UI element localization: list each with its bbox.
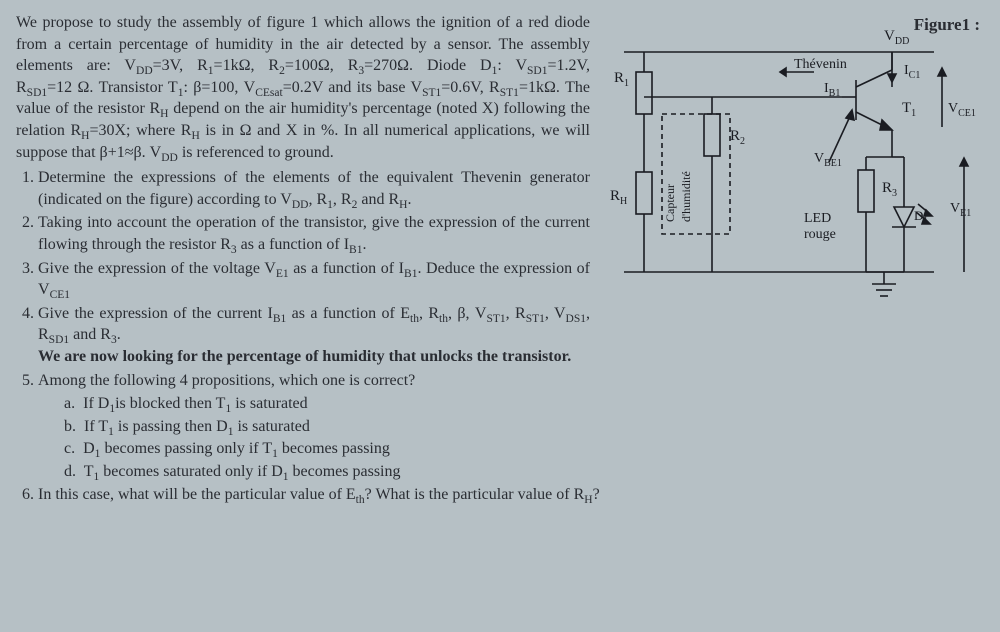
q5-c: c. D1 becomes passing only if T1 becomes… xyxy=(64,438,984,460)
figure-title: Figure1 : xyxy=(914,14,980,37)
svg-text:d'humidité: d'humidité xyxy=(679,171,693,222)
svg-text:VDD: VDD xyxy=(884,28,909,47)
svg-text:IC1: IC1 xyxy=(904,63,920,81)
q5-a: a. If D1is blocked then T1 is saturated xyxy=(64,393,984,415)
q5-options: a. If D1is blocked then T1 is saturated … xyxy=(64,393,984,482)
svg-text:T1: T1 xyxy=(902,100,916,119)
page: Figure1 : VDD R1 R2 xyxy=(16,12,984,506)
svg-text:VE1: VE1 xyxy=(950,201,971,219)
svg-text:Capteur: Capteur xyxy=(663,184,677,222)
q5-b: b. If T1 is passing then D1 is saturated xyxy=(64,416,984,438)
svg-text:RH: RH xyxy=(610,188,627,207)
svg-text:R2: R2 xyxy=(730,128,745,147)
svg-text:VCE1: VCE1 xyxy=(948,101,976,119)
figure1-container: Figure1 : VDD R1 R2 xyxy=(604,12,984,319)
q5-d: d. T1 becomes saturated only if D1 becom… xyxy=(64,461,984,483)
svg-text:Thévenin: Thévenin xyxy=(794,57,847,72)
svg-text:rouge: rouge xyxy=(804,227,836,242)
svg-text:R1: R1 xyxy=(614,70,629,89)
pref-b: b. xyxy=(64,418,76,435)
pref-a: a. xyxy=(64,395,75,412)
circuit-svg: VDD R1 R2 Thévenin IB1 xyxy=(604,12,984,312)
pref-d: d. xyxy=(64,463,76,480)
question-6: In this case, what will be the particula… xyxy=(38,484,984,506)
svg-text:VBE1: VBE1 xyxy=(814,151,842,169)
question-5: Among the following 4 propositions, whic… xyxy=(38,370,984,483)
pref-c: c. xyxy=(64,440,75,457)
svg-text:R3: R3 xyxy=(882,180,897,199)
q4-bold: We are now looking for the percentage of… xyxy=(38,348,571,365)
svg-text:LED: LED xyxy=(804,211,831,226)
